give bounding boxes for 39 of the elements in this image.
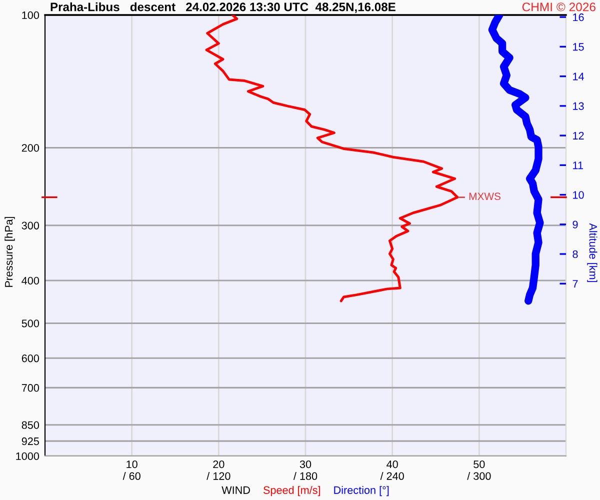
y-tick-label: 1000 (16, 452, 40, 460)
x-tick-label: 30 (300, 460, 312, 468)
y-tick-label: 200 (22, 144, 40, 152)
y2-tick-label: 12 (573, 132, 584, 140)
y2-tick-label: 8 (572, 250, 578, 258)
text: Direction [°] (334, 486, 389, 496)
text: CHMI © 2026 (522, 2, 596, 12)
y-tick-label: 850 (22, 421, 40, 429)
y-tick-label: 300 (22, 222, 40, 230)
x2-tick-label: / 180 (293, 472, 318, 480)
x-tick-label: 20 (213, 460, 224, 468)
y-tick-label: 600 (22, 354, 40, 362)
x2-tick-label: / 120 (206, 472, 230, 480)
x-tick-label: 50 (474, 460, 485, 468)
text: Speed [m/s] (263, 486, 320, 496)
y-axis-title: Pressure [hPa] (4, 216, 15, 287)
y2-tick-label: 13 (573, 102, 584, 110)
y-tick-label: 925 (22, 437, 39, 446)
y2-tick-label: 9 (572, 220, 578, 228)
y2-tick-label: 15 (573, 43, 584, 51)
annotation: MXWS (469, 192, 500, 200)
x-tick-label: 40 (386, 460, 398, 468)
x2-tick-label: / 240 (380, 472, 404, 480)
y2-tick-label: 7 (572, 280, 578, 288)
y2-tick-label: 11 (573, 162, 583, 170)
y2-tick-label: 10 (573, 191, 584, 199)
line-series (205, 15, 459, 302)
x-tick-label: 10 (126, 460, 138, 468)
x2-tick-label: / 60 (122, 472, 140, 480)
x2-tick-label: / 300 (467, 472, 491, 480)
y2-tick-label: 16 (573, 13, 584, 22)
chart-title: Praha-Libus descent 24.02.2026 13:30 UTC 48.25N,16.08E (50, 2, 396, 13)
x-axis-title: WIND (222, 486, 250, 494)
y-tick-label: 400 (22, 276, 40, 285)
y2-tick-label: 14 (573, 72, 584, 80)
y-tick-label: 500 (22, 320, 40, 328)
y-tick-label: 100 (22, 11, 40, 20)
y2-axis-title: Altitude [km] (587, 223, 598, 282)
y-tick-label: 700 (22, 384, 40, 392)
